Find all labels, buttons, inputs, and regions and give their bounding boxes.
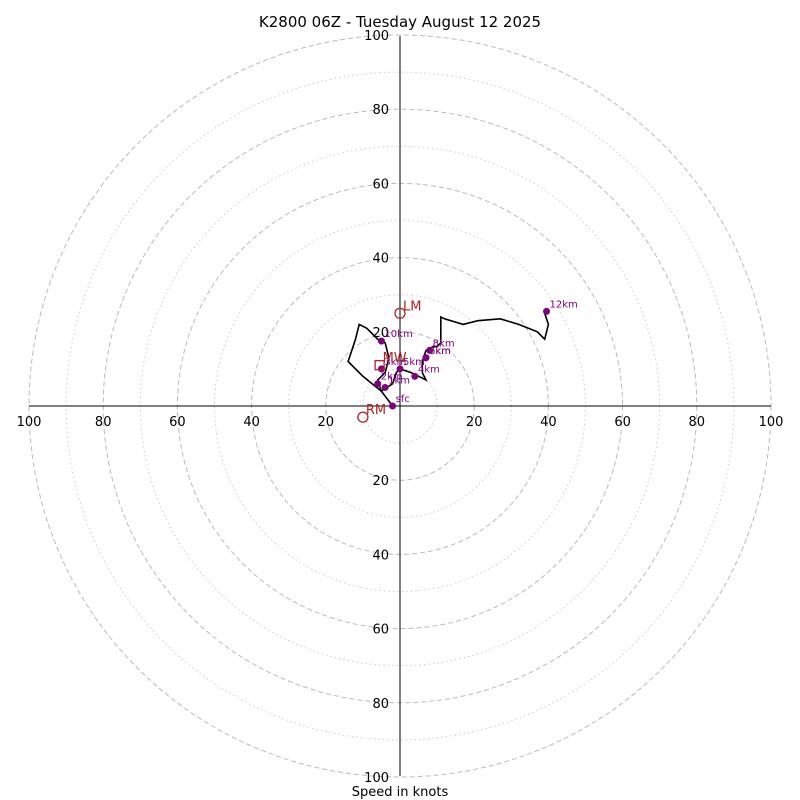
- x-tick-label: 20: [318, 415, 335, 430]
- height-point: [543, 307, 551, 315]
- height-point: [377, 365, 385, 373]
- y-tick-label: 40: [372, 548, 389, 563]
- x-tick-label: 60: [614, 415, 631, 430]
- x-tick-label: 100: [17, 415, 42, 430]
- y-tick-label: 40: [372, 252, 389, 267]
- y-tick-label: 100: [364, 771, 389, 786]
- y-tick-label: 100: [364, 29, 389, 44]
- x-tick-label: 100: [759, 415, 784, 430]
- y-tick-label: 60: [372, 177, 389, 192]
- height-point: [381, 383, 389, 391]
- tick-labels: 100 80 60 40 20 20 40 60 80 100100806040202040608…: [17, 29, 784, 786]
- mean-wind-marker: [374, 360, 385, 371]
- y-tick-label: 80: [372, 697, 389, 712]
- storm-motion-marker: [357, 411, 369, 423]
- height-point: [396, 365, 404, 373]
- storm-motion-marker: [394, 307, 406, 319]
- height-point: [426, 346, 434, 354]
- height-point: [377, 337, 385, 345]
- y-tick-label: 60: [372, 623, 389, 638]
- height-label: 6km: [429, 346, 451, 357]
- height-label: 4km: [418, 364, 440, 375]
- height-label: 7km: [429, 346, 451, 357]
- height-label: 8km: [433, 338, 455, 349]
- height-point: [374, 380, 382, 388]
- height-point: [411, 372, 419, 380]
- height-label: 2km: [381, 372, 403, 383]
- height-point: [389, 402, 397, 410]
- x-tick-label: 80: [689, 415, 706, 430]
- x-axis-label: Speed in knots: [352, 785, 449, 800]
- x-tick-label: 20: [466, 415, 483, 430]
- marker-label: LM: [403, 299, 421, 314]
- storm-motion-markers: LM MW RM: [357, 299, 421, 423]
- y-tick-label: 20: [372, 474, 389, 489]
- height-point: [422, 354, 430, 362]
- y-tick-label: 80: [372, 103, 389, 118]
- height-label: 3km: [384, 357, 406, 368]
- chart-title: K2800 06Z - Tuesday August 12 2025: [259, 13, 541, 31]
- x-tick-label: 40: [540, 415, 557, 430]
- height-label: 12km: [550, 299, 578, 310]
- x-tick-label: 40: [243, 415, 260, 430]
- x-tick-label: 60: [169, 415, 186, 430]
- marker-label: RM: [366, 403, 386, 418]
- marker-label: MW: [383, 351, 407, 366]
- height-label: 10km: [384, 329, 412, 340]
- height-label: 5km: [403, 357, 425, 368]
- x-tick-label: 80: [95, 415, 112, 430]
- axes: [29, 36, 771, 776]
- height-label: sfc: [396, 394, 410, 405]
- height-label: 1km: [388, 375, 410, 386]
